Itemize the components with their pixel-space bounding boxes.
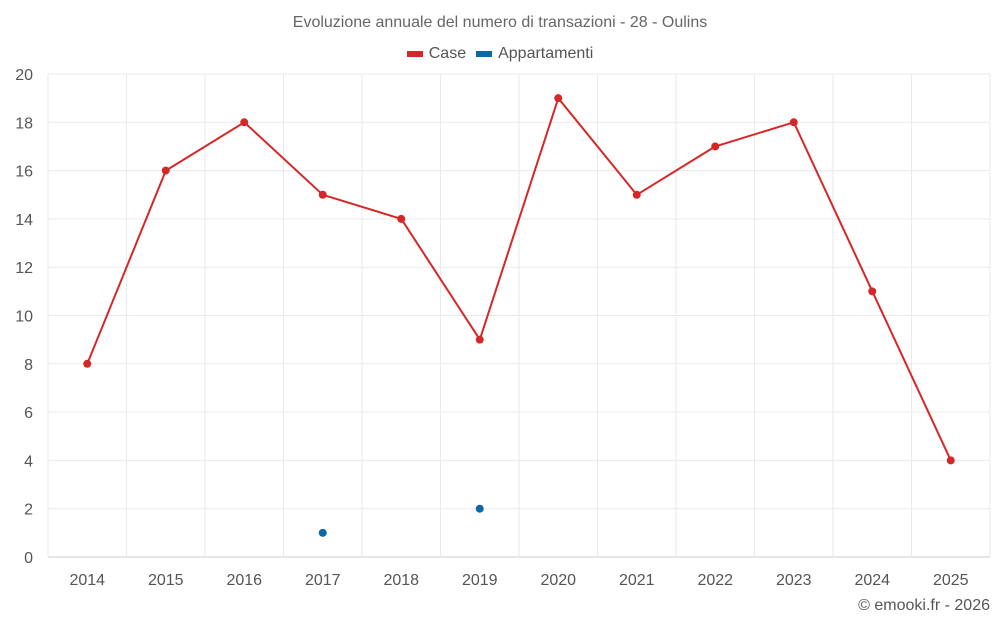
- chart-title: Evoluzione annuale del numero di transaz…: [292, 14, 708, 31]
- data-point-case: [789, 118, 798, 127]
- x-tick-label: 2022: [697, 572, 733, 589]
- y-tick-label: 20: [15, 67, 33, 84]
- y-tick-label: 6: [24, 405, 33, 422]
- data-point-case: [240, 118, 249, 127]
- y-tick-label: 0: [24, 550, 33, 567]
- x-tick-label: 2017: [305, 572, 341, 589]
- data-point-case: [632, 190, 641, 199]
- legend-swatch-case: [406, 51, 423, 57]
- data-point-case: [161, 166, 170, 175]
- legend-label-case: Case: [428, 45, 467, 62]
- data-point-appartamenti: [475, 504, 484, 513]
- chart-legend: Case Appartamenti: [0, 45, 1000, 63]
- y-tick-label: 4: [24, 453, 33, 470]
- data-point-appartamenti: [318, 528, 327, 537]
- y-tick-label: 8: [24, 357, 33, 374]
- x-tick-label: 2018: [383, 572, 419, 589]
- x-tick-label: 2015: [148, 572, 184, 589]
- data-point-case: [711, 142, 720, 151]
- x-tick-label: 2021: [619, 572, 655, 589]
- data-point-case: [397, 214, 406, 223]
- y-tick-label: 18: [15, 115, 33, 132]
- legend-item-appartamenti[interactable]: Appartamenti: [476, 45, 593, 63]
- y-tick-label: 14: [15, 212, 33, 229]
- data-point-case: [868, 287, 877, 296]
- y-tick-label: 12: [15, 260, 33, 277]
- x-tick-label: 2019: [462, 572, 498, 589]
- y-tick-label: 16: [15, 164, 33, 181]
- legend-item-case[interactable]: Case: [406, 45, 467, 63]
- x-tick-label: 2020: [540, 572, 576, 589]
- legend-swatch-appartamenti: [476, 51, 493, 57]
- data-point-case: [83, 359, 92, 368]
- data-point-case: [318, 190, 327, 199]
- credit-text: © emooki.fr - 2026: [858, 597, 990, 614]
- x-tick-label: 2024: [854, 572, 890, 589]
- x-tick-label: 2023: [776, 572, 812, 589]
- series-line-case: [86, 97, 952, 461]
- y-tick-label: 2: [24, 502, 33, 519]
- data-point-case: [554, 94, 563, 103]
- x-tick-label: 2025: [933, 572, 969, 589]
- x-tick-label: 2016: [226, 572, 262, 589]
- y-tick-label: 10: [15, 309, 33, 326]
- x-tick-label: 2014: [69, 572, 105, 589]
- legend-label-appartamenti: Appartamenti: [498, 45, 594, 62]
- data-point-case: [475, 335, 484, 344]
- data-point-case: [946, 456, 955, 465]
